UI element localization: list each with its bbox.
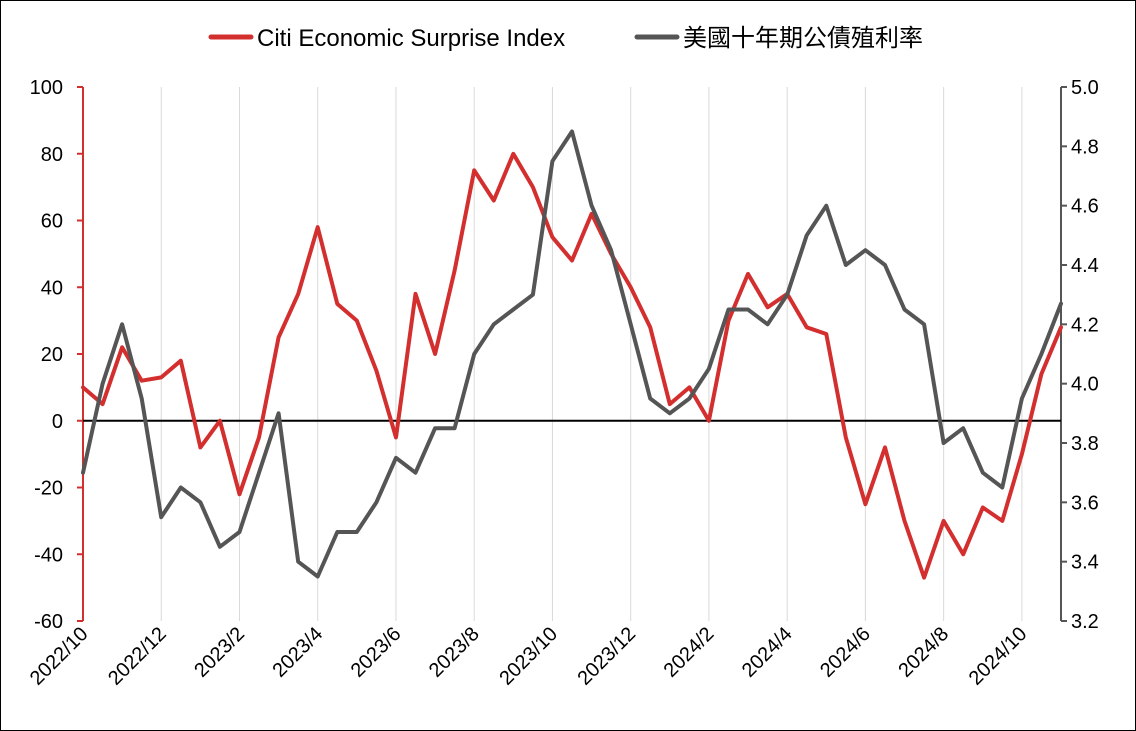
left-tick-label: 0 [52,411,63,433]
legend-label-2: 美國十年期公債殖利率 [683,25,923,52]
series-line-1 [81,151,1063,580]
right-tick-label: 4.8 [1071,136,1099,158]
right-tick-label: 3.4 [1071,552,1099,574]
x-tick-label: 2024/4 [738,623,797,682]
left-tick-label: 40 [41,277,63,299]
x-tick-label: 2024/10 [965,623,1032,690]
x-tick-label: 2023/2 [190,623,249,682]
x-tick-label: 2024/2 [660,623,719,682]
legend: Citi Economic Surprise Index 美國十年期公債殖利率 [208,25,923,52]
right-tick-label: 5.0 [1071,77,1099,99]
axes [77,86,1067,622]
right-tick-label: 3.6 [1071,492,1099,514]
x-tick-label: 2024/8 [894,623,953,682]
left-tick-label: -40 [34,544,63,566]
right-tick-label: 4.2 [1071,314,1099,336]
right-tick-label: 3.8 [1071,433,1099,455]
right-tick-label: 4.6 [1071,196,1099,218]
x-tick-label: 2023/10 [495,623,562,690]
left-tick-label: 60 [41,211,63,233]
left-tick-label: -20 [34,478,63,500]
right-tick-label: 4.0 [1071,374,1099,396]
left-tick-label: 100 [30,77,63,99]
x-tick-label: 2023/12 [574,623,641,690]
x-tick-label: 2023/4 [268,623,327,682]
right-tick-label: 3.2 [1071,611,1099,633]
x-tick-label: 2024/6 [816,623,875,682]
x-tick-label: 2023/8 [425,623,484,682]
legend-label-1: Citi Economic Surprise Index [257,25,565,52]
x-tick-label: 2023/6 [347,623,406,682]
left-tick-label: 80 [41,144,63,166]
series-layer [81,129,1063,580]
series-line-2 [81,129,1063,579]
left-tick-label: 20 [41,344,63,366]
left-tick-label: -60 [34,611,63,633]
right-tick-label: 4.4 [1071,255,1099,277]
x-tick-label: 2022/12 [104,623,171,690]
